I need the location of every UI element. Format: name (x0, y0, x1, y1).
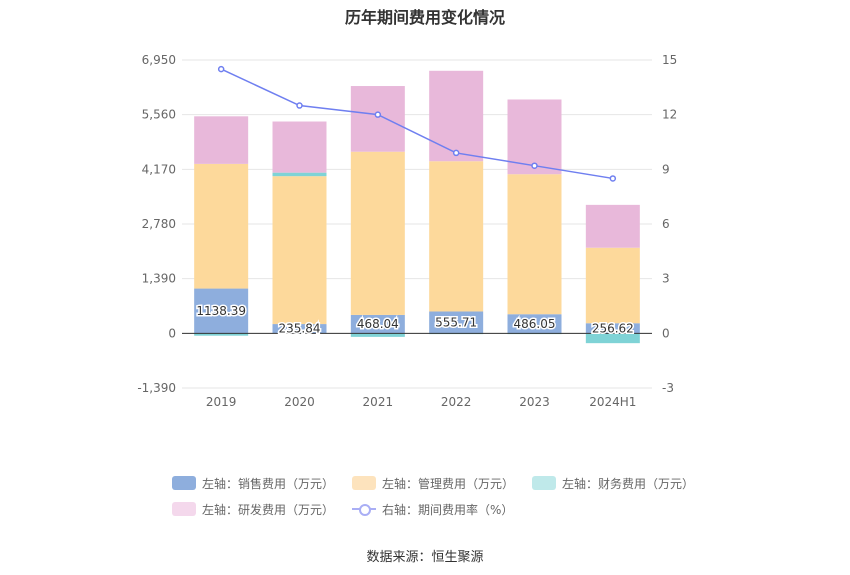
legend-label-sales: 左轴：销售费用（万元） (202, 476, 335, 491)
bar-segment-admin (585, 247, 640, 324)
bar-segment-sales (350, 314, 405, 334)
right-axis-tick-label: 15 (662, 53, 677, 67)
legend-label-finance: 左轴：财务费用（万元） (562, 476, 695, 491)
bar-segment-sales (585, 323, 640, 334)
left-axis-tick-label: -1,390 (137, 381, 176, 395)
bar-value-label: 468.04 (357, 317, 399, 331)
x-axis-category-label: 2022 (441, 395, 472, 409)
data-source: 数据来源：恒生聚源 (366, 550, 484, 565)
right-axis-tick-label: 6 (662, 217, 670, 231)
legend-swatch-rnd (172, 502, 196, 516)
x-axis-category-label: 2023 (519, 395, 550, 409)
x-axis-category-label: 2024H1 (589, 395, 636, 409)
bar-segment-admin (429, 161, 484, 312)
chart-title: 历年期间费用变化情况 (344, 8, 505, 27)
x-axis-categories: 2019 2020 2021 2022 2023 2024H1 (206, 395, 637, 409)
bar-value-label: 486.05 (514, 317, 556, 331)
left-axis-tick-label: 4,170 (142, 162, 176, 176)
left-axis-tick-label: 6,950 (142, 53, 176, 67)
legend-label-rnd: 左轴：研发费用（万元） (202, 502, 335, 517)
left-axis-tick-label: 2,780 (142, 217, 176, 231)
bar-segment-rnd (350, 86, 405, 152)
bar-segment-sales (194, 288, 249, 334)
legend-swatch-finance (532, 476, 557, 490)
x-axis-category-label: 2019 (206, 395, 237, 409)
legend-line-marker-icon (352, 502, 377, 516)
rate-point (217, 65, 225, 73)
rate-line (220, 68, 613, 180)
right-axis-ticks: 15 12 9 6 3 0 -3 (662, 53, 677, 395)
grid-lines (182, 59, 652, 389)
right-axis-tick-label: 0 (662, 326, 670, 340)
bar-value-labels: 1138.39 235.84 468.04 555.71 486.05 256.62 (195, 302, 635, 337)
legend-row-1: 左轴：销售费用（万元） 左轴：管理费用（万元） 左轴：财务费用（万元） (172, 470, 712, 496)
legend-swatch-admin (352, 476, 377, 490)
legend-item-finance[interactable]: 左轴：财务费用（万元） (532, 475, 694, 492)
legend-item-rnd[interactable]: 左轴：研发费用（万元） (172, 501, 334, 518)
bar-segment-finance (350, 333, 405, 337)
bar-segment-rnd (507, 99, 562, 175)
x-axis-category-label: 2020 (284, 395, 315, 409)
right-axis-tick-label: 9 (662, 162, 670, 176)
chart-canvas: 6,950 5,560 4,170 2,780 1,390 0 -1,390 15 12 9 6 3… (137, 53, 677, 409)
rate-point (452, 149, 460, 157)
legend: 左轴：销售费用（万元） 左轴：管理费用（万元） 左轴：财务费用（万元） 左轴：研… (172, 470, 712, 522)
bar-value-label: 256.62 (592, 321, 634, 335)
legend-label-rate: 右轴：期间费用率（%） (382, 502, 514, 517)
legend-swatch-sales (172, 476, 196, 490)
right-axis-tick-label: 12 (662, 108, 677, 122)
bar-segment-rnd (585, 204, 640, 248)
bars-group (194, 70, 640, 344)
bar-segment-rnd (272, 121, 327, 173)
x-axis-category-label: 2021 (363, 395, 394, 409)
left-axis-tick-label: 5,560 (142, 108, 176, 122)
bar-value-label: 235.84 (279, 322, 321, 336)
rate-point (296, 102, 303, 109)
left-axis-tick-label: 0 (168, 326, 176, 340)
bar-segment-admin (194, 163, 249, 289)
rate-point (531, 162, 538, 169)
legend-item-admin[interactable]: 左轴：管理费用（万元） (352, 475, 514, 492)
bar-segment-rnd (429, 70, 484, 162)
rate-point (609, 175, 617, 182)
bar-value-label: 1138.39 (196, 304, 246, 318)
left-axis-tick-label: 1,390 (142, 272, 176, 286)
legend-label-admin: 左轴：管理费用（万元） (382, 476, 515, 491)
legend-row-2: 左轴：研发费用（万元） 右轴：期间费用率（%） (172, 496, 712, 522)
legend-item-sales[interactable]: 左轴：销售费用（万元） (172, 475, 334, 492)
bar-segment-sales (272, 324, 327, 334)
right-axis-tick-label: 3 (662, 272, 670, 286)
bar-segment-finance (585, 333, 640, 344)
bar-segment-sales (429, 311, 484, 334)
right-axis-tick-label: -3 (662, 381, 674, 395)
left-axis-ticks: 6,950 5,560 4,170 2,780 1,390 0 -1,390 (137, 53, 176, 395)
bar-segment-admin (272, 176, 327, 325)
bar-segment-admin (507, 174, 562, 315)
bar-segment-finance (194, 333, 249, 336)
bar-segment-admin (350, 151, 405, 315)
bar-segment-finance (272, 172, 327, 177)
rate-point (374, 111, 382, 118)
rate-line-group (217, 65, 617, 182)
bar-segment-sales (507, 314, 562, 334)
bar-segment-rnd (194, 116, 249, 164)
legend-item-rate[interactable]: 右轴：期间费用率（%） (352, 501, 513, 518)
bar-value-label: 555.71 (435, 315, 477, 329)
